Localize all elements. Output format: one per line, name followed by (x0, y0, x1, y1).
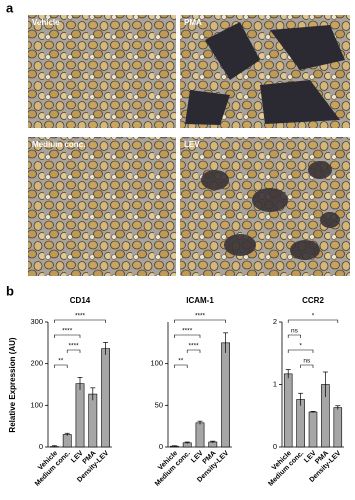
bar (62, 434, 72, 448)
y-tick-label: 200 (30, 359, 43, 368)
significance-bracket (174, 334, 201, 338)
y-tick-label: 100 (30, 400, 43, 409)
bar (88, 393, 98, 448)
significance-label: **** (62, 328, 73, 335)
y-tick-label: 2 (273, 317, 277, 326)
significance-label: **** (195, 313, 206, 320)
significance-bracket (287, 319, 339, 323)
image-label: Medium conc. (32, 140, 85, 149)
y-tick-label: 50 (155, 400, 163, 409)
y-tick-label: 0 (159, 442, 163, 451)
bar (221, 342, 230, 448)
image-label: PMA (184, 18, 202, 27)
panel-label: b (6, 283, 14, 298)
y-tick-label: 0 (39, 442, 43, 451)
bar (75, 383, 85, 448)
significance-label: **** (189, 343, 200, 350)
significance-label: ns (303, 358, 311, 365)
image-label: LEV (184, 140, 200, 149)
significance-bracket (54, 364, 68, 368)
significance-label: ** (58, 358, 64, 365)
significance-bracket (287, 334, 301, 338)
chart-title: CD14 (70, 296, 91, 305)
significance-label: * (299, 343, 302, 350)
y-tick-label: 300 (30, 317, 43, 326)
panel-label: a (6, 0, 14, 15)
significance-bracket (300, 364, 314, 368)
empty-regions (201, 161, 340, 260)
significance-label: * (312, 313, 315, 320)
significance-bracket (54, 319, 106, 323)
micrograph (28, 137, 176, 276)
significance-bracket (174, 364, 188, 368)
bar (308, 411, 318, 448)
significance-bracket (186, 349, 201, 353)
significance-bracket (174, 319, 226, 323)
micrographs: Vehicle PMA Medium conc. LEV (28, 15, 350, 276)
y-axis-title: Relative Expression (AU) (8, 337, 17, 432)
significance-bracket (54, 334, 81, 338)
chart-title: ICAM-1 (186, 296, 214, 305)
significance-label: ** (178, 358, 184, 365)
significance-label: ns (291, 328, 299, 335)
significance-bracket (66, 349, 81, 353)
significance-label: **** (75, 313, 86, 320)
y-tick-label: 1 (273, 379, 277, 388)
significance-label: **** (182, 328, 193, 335)
empty-regions (185, 22, 345, 125)
y-tick-label: 100 (150, 359, 163, 368)
bar (296, 399, 305, 448)
chart-title: CCR2 (302, 296, 324, 305)
significance-label: **** (69, 343, 80, 350)
image-label: Vehicle (32, 18, 60, 27)
bar (333, 407, 343, 448)
bar (101, 348, 110, 448)
y-tick-label: 0 (273, 442, 277, 451)
micrograph (28, 15, 176, 128)
bar (195, 422, 205, 448)
bar (283, 373, 293, 448)
significance-bracket (287, 349, 314, 353)
